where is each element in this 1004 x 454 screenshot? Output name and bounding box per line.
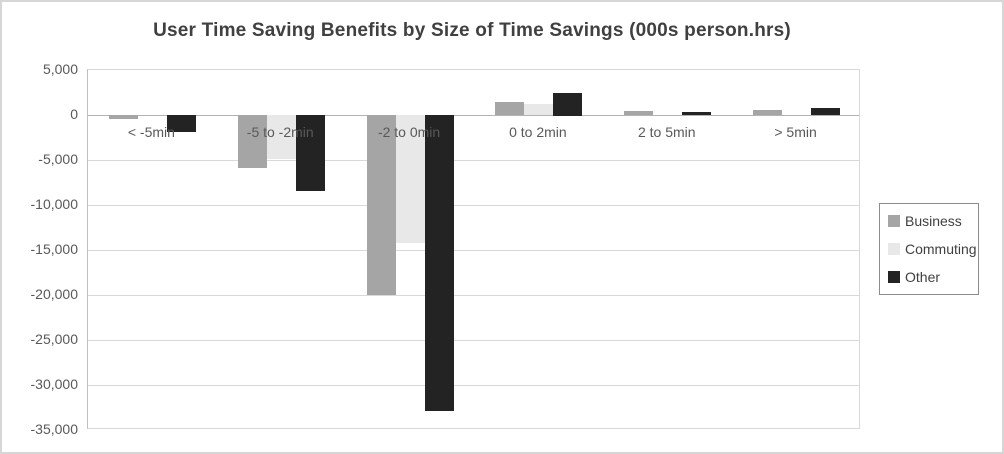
plot-area: [87, 69, 860, 429]
legend-label: Business: [905, 213, 962, 229]
x-axis-category-label: < -5min: [127, 124, 175, 140]
gridline: [88, 205, 859, 206]
bar-other-6: [811, 108, 840, 115]
x-axis-category-label: 0 to 2min: [509, 124, 567, 140]
bar-commuting-4: [524, 104, 553, 115]
legend: Business Commuting Other: [879, 203, 979, 295]
y-axis-tick-label: -25,000: [30, 331, 78, 347]
legend-item-business: Business: [888, 213, 970, 229]
bar-other-2: [296, 115, 325, 191]
bar-business-2: [238, 115, 267, 168]
legend-swatch-other: [888, 271, 900, 283]
bar-business-1: [109, 115, 138, 119]
x-axis-category-label: -5 to -2min: [246, 124, 314, 140]
chart-title: User Time Saving Benefits by Size of Tim…: [153, 20, 791, 41]
y-axis-tick-label: -30,000: [30, 376, 78, 392]
y-axis-tick-label: -35,000: [30, 421, 78, 437]
x-axis-category-label: -2 to 0min: [377, 124, 441, 140]
legend-label: Commuting: [905, 241, 977, 257]
bar-business-6: [753, 110, 782, 115]
gridline: [88, 340, 859, 341]
gridline: [88, 385, 859, 386]
bar-other-4: [553, 93, 582, 116]
gridline: [88, 160, 859, 161]
bar-other-3: [425, 115, 454, 411]
legend-item-other: Other: [888, 269, 970, 285]
x-axis-category-label: > 5min: [774, 124, 817, 140]
bar-other-1: [167, 115, 196, 132]
y-axis-tick-label: 5,000: [42, 61, 78, 77]
gridline: [88, 295, 859, 296]
bar-business-3: [367, 115, 396, 295]
legend-swatch-commuting: [888, 243, 900, 255]
zero-axis-line: [88, 115, 859, 116]
legend-swatch-business: [888, 215, 900, 227]
bar-business-4: [495, 102, 524, 115]
bar-commuting-3: [396, 115, 425, 243]
y-axis-tick-label: 0: [70, 106, 78, 122]
x-axis-category-label: 2 to 5min: [637, 124, 696, 140]
y-axis-tick-label: -20,000: [30, 286, 78, 302]
y-axis-tick-label: -10,000: [30, 196, 78, 212]
gridline: [88, 250, 859, 251]
y-axis-tick-label: -15,000: [30, 241, 78, 257]
legend-label: Other: [905, 269, 941, 285]
y-axis-tick-label: -5,000: [38, 151, 78, 167]
bar-commuting-2: [267, 115, 296, 159]
legend-item-commuting: Commuting: [888, 241, 977, 257]
bar-other-5: [682, 112, 711, 115]
bar-business-5: [624, 111, 653, 115]
